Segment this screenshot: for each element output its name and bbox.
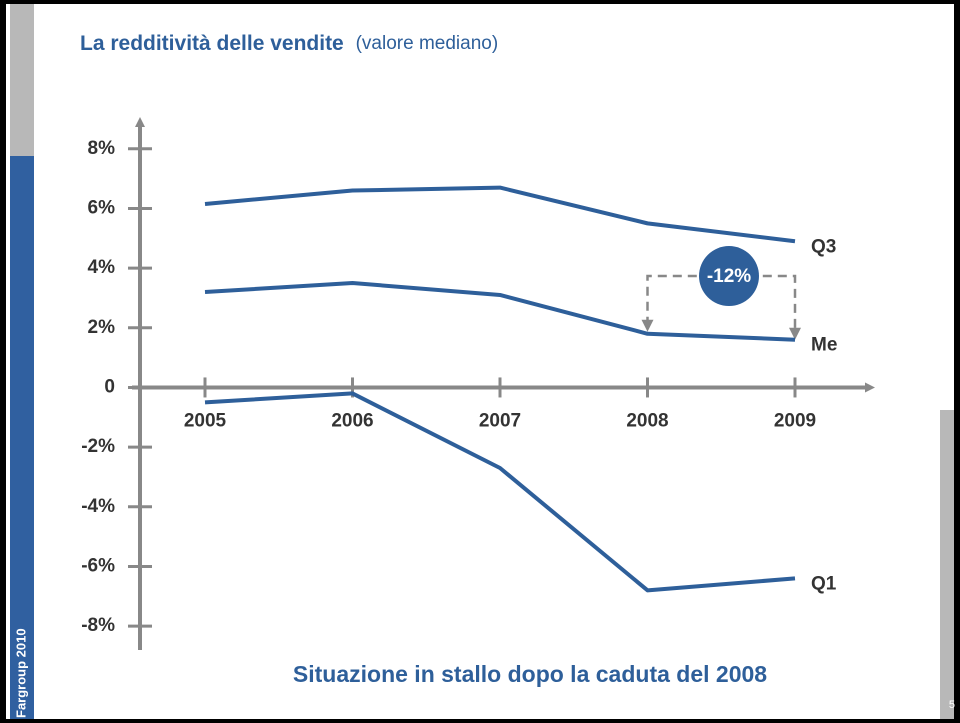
y-tick-label: -2% bbox=[81, 436, 115, 457]
annotation-arrowhead bbox=[641, 319, 654, 332]
annotation-arrowhead bbox=[789, 327, 801, 340]
slide-background bbox=[6, 4, 954, 719]
y-tick-label: 6% bbox=[88, 197, 116, 218]
plot: -8% -6% -4% -2% 0 2% 4% 6% 8% 2005 2006 2007 2008 200… bbox=[81, 117, 875, 650]
series-label: Q1 bbox=[811, 573, 837, 594]
series-label: Q3 bbox=[811, 236, 836, 257]
annotation-label: -12% bbox=[707, 266, 751, 287]
x-tick-label: 2006 bbox=[331, 410, 373, 431]
y-tick-label: -8% bbox=[81, 615, 115, 636]
series-line bbox=[204, 391, 796, 593]
chart-title: La redditività delle vendite (valore med… bbox=[80, 32, 498, 55]
title: La redditività delle vendite bbox=[80, 32, 344, 55]
y-tick-label: 0 bbox=[104, 376, 115, 397]
x-tick-label: 2008 bbox=[626, 410, 668, 431]
y-tick-label: 4% bbox=[88, 257, 116, 278]
x-tick-label: 2009 bbox=[774, 410, 816, 431]
page-number: 5 bbox=[949, 699, 955, 711]
y-tick-label: -4% bbox=[81, 496, 115, 517]
annotation-badge bbox=[699, 246, 759, 307]
series-line bbox=[204, 281, 796, 342]
x-tick-label: 2007 bbox=[479, 410, 521, 431]
series-label: Me bbox=[811, 335, 837, 356]
series-line bbox=[204, 185, 796, 244]
y-tick-label: -6% bbox=[81, 555, 115, 576]
side-bar-gray bbox=[10, 4, 34, 156]
x-tick-label: 2005 bbox=[184, 410, 227, 431]
y-tick-label: 8% bbox=[88, 138, 116, 159]
caption: Situazione in stallo dopo la caduta del … bbox=[293, 661, 767, 687]
side-bar-blue bbox=[10, 156, 34, 719]
y-tick-label: 2% bbox=[88, 317, 116, 338]
subtitle: (valore mediano) bbox=[356, 33, 499, 54]
footer: Fargroup 2010 bbox=[13, 628, 28, 718]
right-bar bbox=[940, 410, 954, 719]
